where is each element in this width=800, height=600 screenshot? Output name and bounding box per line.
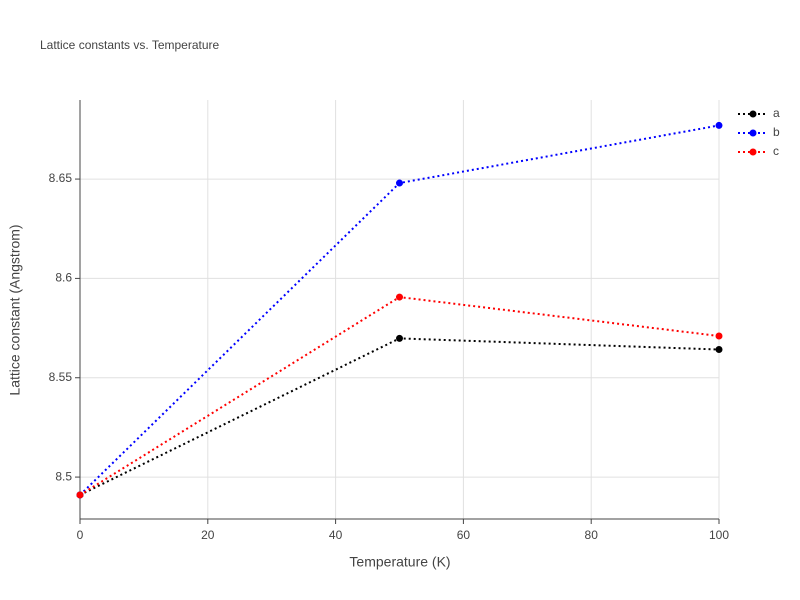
y-axis-title: Lattice constant (Angstrom) xyxy=(7,224,23,395)
y-tick-label: 8.55 xyxy=(49,370,73,384)
x-tick-label: 0 xyxy=(77,528,84,542)
x-tick-label: 80 xyxy=(585,528,599,542)
y-tick-label: 8.6 xyxy=(55,271,72,285)
data-point xyxy=(715,332,723,340)
x-tick-label: 100 xyxy=(709,528,729,542)
legend-label: b xyxy=(773,125,780,139)
legend-label: a xyxy=(773,106,780,120)
data-point xyxy=(396,293,403,301)
legend-marker xyxy=(749,129,757,137)
x-tick-label: 60 xyxy=(457,528,471,542)
chart-title: Lattice constants vs. Temperature xyxy=(40,38,220,52)
x-tick-label: 20 xyxy=(201,528,215,542)
x-tick-label: 40 xyxy=(329,528,343,542)
y-tick-label: 8.65 xyxy=(49,171,73,185)
data-point xyxy=(715,121,723,129)
legend-marker xyxy=(749,148,757,156)
y-tick-label: 8.5 xyxy=(55,469,72,483)
legend-marker xyxy=(749,110,757,118)
data-point xyxy=(396,179,403,187)
legend-label: c xyxy=(773,144,779,158)
x-axis-title: Temperature (K) xyxy=(349,554,450,570)
data-point xyxy=(76,491,84,499)
series-line xyxy=(79,296,720,496)
series-line xyxy=(79,337,720,496)
data-point xyxy=(396,334,403,342)
data-point xyxy=(715,346,723,354)
